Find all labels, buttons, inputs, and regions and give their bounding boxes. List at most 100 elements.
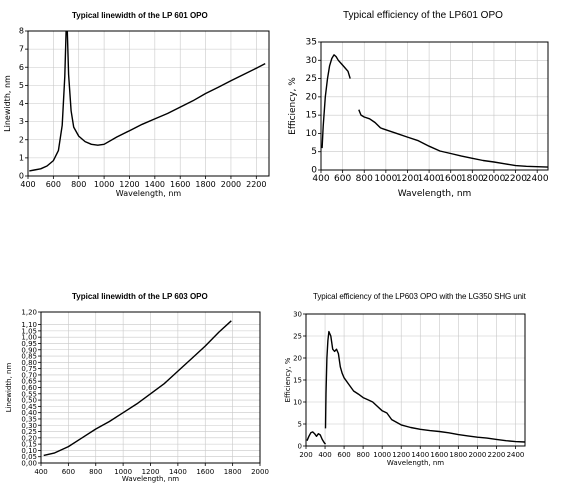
x-tick-label: 1600 xyxy=(430,451,448,459)
y-tick-label: 1,00 xyxy=(21,334,37,342)
x-tick-label: 2200 xyxy=(246,180,266,189)
chart-lp601-efficiency: Typical efficiency of the LP601 OPO 400 6… xyxy=(283,0,561,230)
x-tick-label: 1200 xyxy=(396,174,419,184)
y-tick-label: 25 xyxy=(306,74,317,84)
x-tick-label: 1200 xyxy=(142,468,160,476)
gridlines xyxy=(320,41,548,171)
series-line-1 xyxy=(43,320,232,457)
y-axis-label: Linewidth, nm xyxy=(5,363,13,413)
chart-plot: 400 600 800 1000120014001600180020002200240… xyxy=(288,38,549,200)
chart-plot: 200 400 600 800 1000 1200 1400 1600 1800 2000 2200… xyxy=(284,311,526,467)
y-axis-label: Efficiency, % xyxy=(284,357,292,402)
x-tick-label: 1800 xyxy=(449,451,467,459)
y-tick-label: 15 xyxy=(306,111,317,121)
series-line-1 xyxy=(321,54,351,149)
chart-title: Typical efficiency of the LP603 OPO with… xyxy=(313,292,526,301)
x-axis-label: Wavelength, nm xyxy=(387,459,444,467)
y-tick-label: 0,65 xyxy=(21,378,37,386)
y-tick-label: 0,25 xyxy=(21,428,37,436)
y-tick-label: 5 xyxy=(311,147,317,157)
chart-title: Typical linewidth of the LP 603 OPO xyxy=(72,292,208,301)
y-tick-label: 0,55 xyxy=(21,390,37,398)
y-tick-label: 35 xyxy=(306,38,317,48)
y-tick-label: 0,45 xyxy=(21,403,37,411)
y-tick-label: 30 xyxy=(306,56,318,66)
y-tick-label: 7 xyxy=(19,45,24,54)
y-tick-label: 6 xyxy=(19,63,24,72)
x-axis-label: Wavelength, nm xyxy=(398,189,472,199)
x-tick-label: 2200 xyxy=(488,451,506,459)
x-tick-label: 2000 xyxy=(251,468,269,476)
y-tick-label: 0 xyxy=(19,172,24,181)
gridlines xyxy=(40,311,261,464)
y-tick-label: 0,60 xyxy=(21,384,37,392)
x-tick-label: 2000 xyxy=(482,174,505,184)
x-tick-label: 1800 xyxy=(224,468,242,476)
x-tick-label: 400 xyxy=(20,180,35,189)
series-line-1 xyxy=(29,31,266,172)
y-tick-label: 0,00 xyxy=(21,460,37,468)
y-tick-label: 10 xyxy=(306,129,318,139)
x-tick-label: 800 xyxy=(356,451,369,459)
x-tick-label: 800 xyxy=(89,468,102,476)
chart-lp603-efficiency-shg: Typical efficiency of the LP603 OPO with… xyxy=(283,285,561,497)
y-tick-label: 20 xyxy=(306,92,318,102)
y-tick-label: 10 xyxy=(293,399,302,407)
x-tick-label: 600 xyxy=(334,174,351,184)
chart-title: Typical linewidth of the LP 601 OPO xyxy=(72,11,208,20)
x-tick-label: 1200 xyxy=(392,451,410,459)
x-tick-label: 1000 xyxy=(114,468,132,476)
y-tick-label: 0,05 xyxy=(21,453,37,461)
chart-lp603-linewidth: Typical linewidth of the LP 603 OPO 400 6… xyxy=(0,285,280,497)
y-tick-label: 0,20 xyxy=(21,434,37,442)
x-tick-label: 800 xyxy=(356,174,373,184)
y-tick-label: 20 xyxy=(293,355,302,363)
y-tick-label: 0,75 xyxy=(21,365,37,373)
y-tick-label: 0 xyxy=(298,443,302,451)
x-tick-label: 400 xyxy=(34,468,47,476)
chart-lp601-linewidth: Typical linewidth of the LP 601 OPO 400 6… xyxy=(0,0,280,230)
y-tick-label: 0,10 xyxy=(21,447,37,455)
y-tick-label: 1 xyxy=(19,153,24,162)
chart-title: Typical efficiency of the LP601 OPO xyxy=(343,10,503,21)
series-line-2 xyxy=(358,109,548,168)
gridlines xyxy=(27,30,269,177)
y-tick-label: 1,20 xyxy=(21,309,37,317)
x-tick-label: 600 xyxy=(46,180,61,189)
x-tick-label: 600 xyxy=(62,468,75,476)
y-tick-label: 0,95 xyxy=(21,340,37,348)
x-tick-label: 1400 xyxy=(145,180,165,189)
x-tick-label: 1000 xyxy=(374,174,397,184)
y-tick-label: 0,30 xyxy=(21,422,37,430)
x-tick-label: 400 xyxy=(318,451,331,459)
y-tick-label: 0,40 xyxy=(21,409,37,417)
x-tick-label: 2200 xyxy=(504,174,527,184)
y-tick-label: 30 xyxy=(293,311,302,319)
x-tick-label: 800 xyxy=(71,180,86,189)
x-tick-label: 2400 xyxy=(526,174,549,184)
y-tick-label: 5 xyxy=(298,421,302,429)
y-tick-label: 3 xyxy=(19,117,24,126)
y-axis-label: Linewidth, nm xyxy=(3,75,12,132)
chart-plot: 400 600 800 1000 1200 1400 1600 1800 2000 0,000,0… xyxy=(5,309,269,484)
x-tick-label: 1400 xyxy=(411,451,429,459)
x-tick-label: 1200 xyxy=(119,180,139,189)
y-tick-label: 0 xyxy=(311,166,317,176)
x-tick-label: 2400 xyxy=(507,451,525,459)
x-tick-label: 1600 xyxy=(196,468,214,476)
y-tick-label: 4 xyxy=(19,99,24,108)
x-tick-label: 1400 xyxy=(418,174,441,184)
y-tick-label: 0,80 xyxy=(21,359,37,367)
x-tick-label: 400 xyxy=(312,174,329,184)
x-tick-label: 200 xyxy=(299,451,312,459)
y-tick-label: 1,10 xyxy=(21,321,37,329)
series-line-1 xyxy=(306,431,327,445)
gridlines xyxy=(305,313,525,447)
y-tick-label: 0,15 xyxy=(21,441,37,449)
y-tick-label: 0,50 xyxy=(21,397,37,405)
y-tick-label: 0,70 xyxy=(21,371,37,379)
x-tick-label: 1000 xyxy=(94,180,114,189)
series-line-2 xyxy=(324,330,525,443)
y-tick-label: 0,90 xyxy=(21,346,37,354)
y-axis-label: Efficiency, % xyxy=(288,77,298,135)
